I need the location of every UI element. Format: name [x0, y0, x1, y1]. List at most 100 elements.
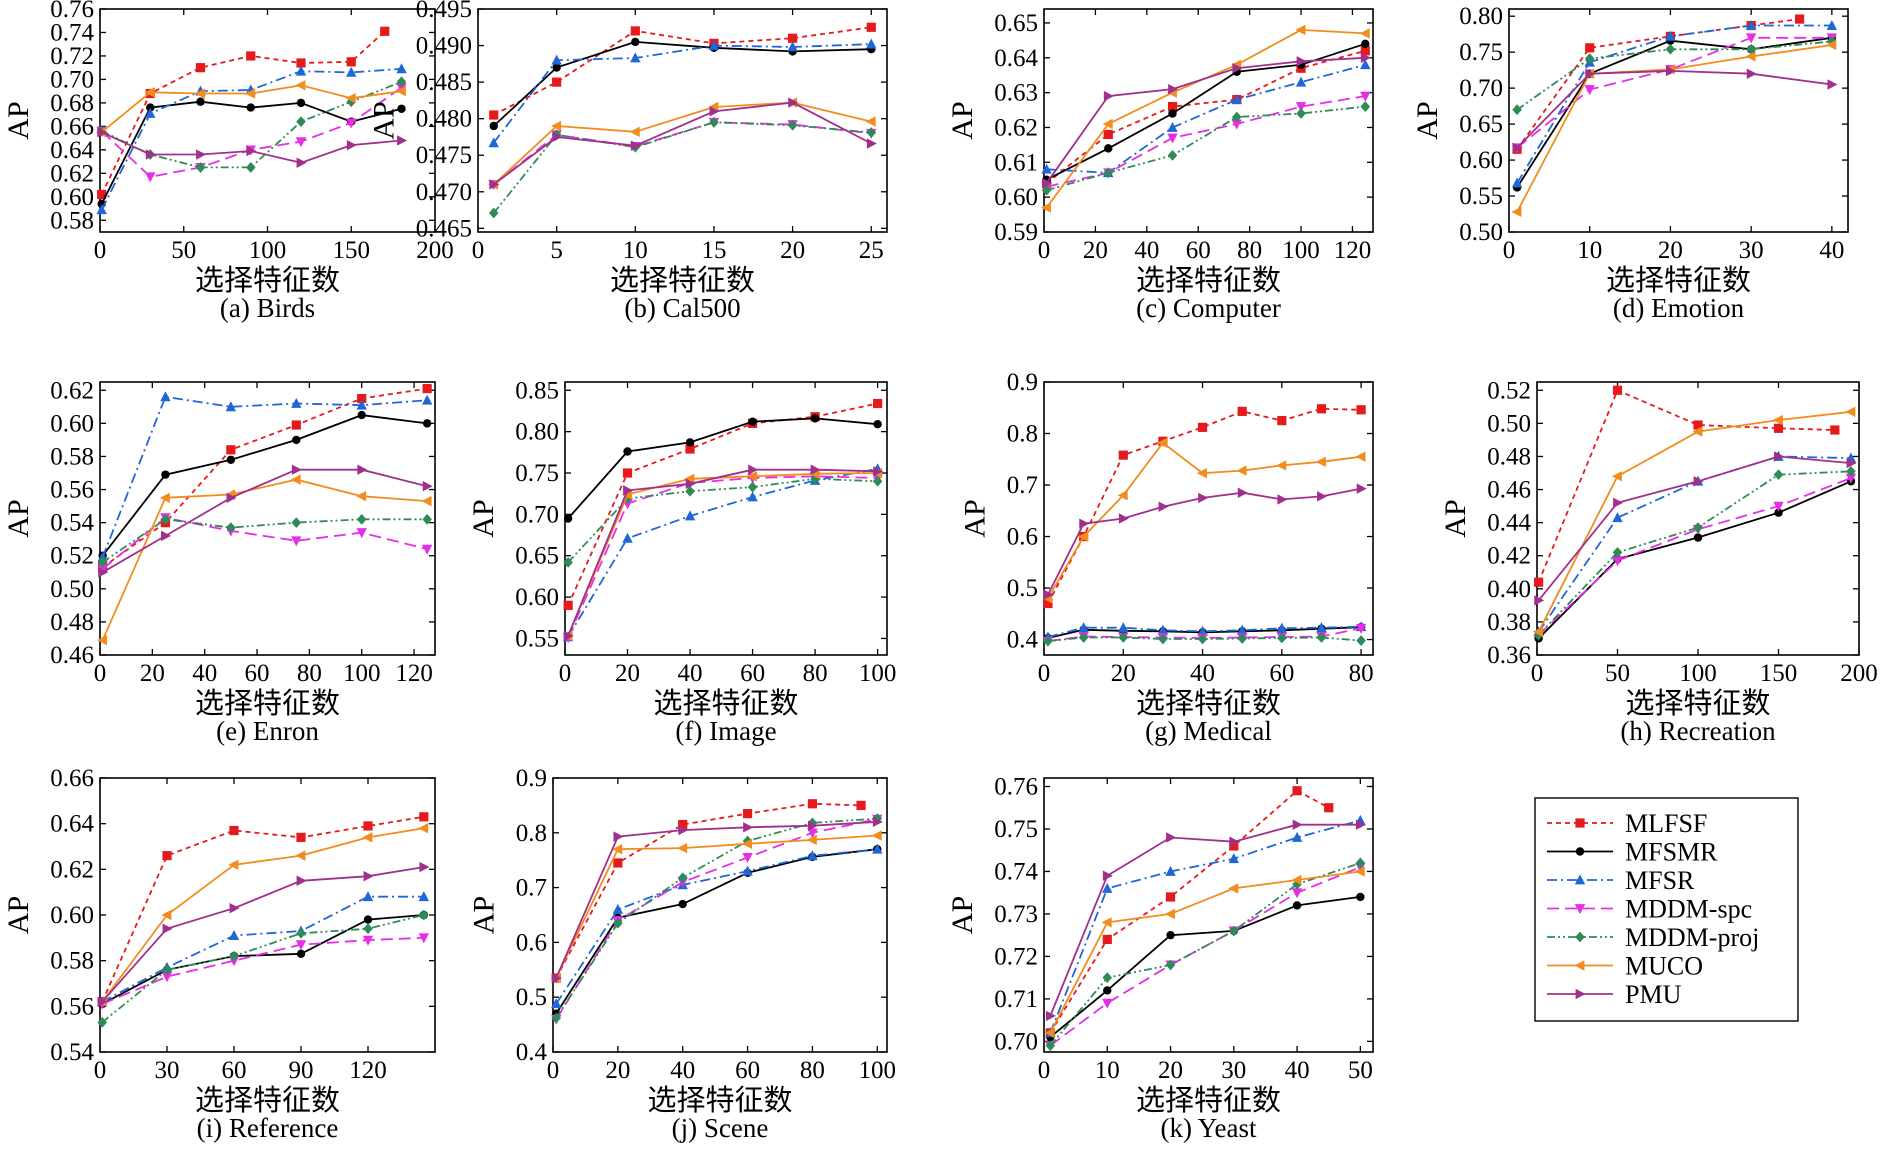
chart-panel-emotion: 0 10 20 30 40 0.50 0.55 0.60 0.65 0.70 0.75 0.80 选择特… [1411, 3, 1849, 323]
data-point-pmu [1168, 83, 1179, 95]
x-tick-label: 30 [155, 1057, 180, 1084]
data-point-muco [677, 842, 688, 854]
x-tick-label: 60 [735, 1057, 760, 1084]
data-point-mlfsf [1585, 43, 1595, 53]
x-tick-label: 80 [297, 660, 322, 687]
data-point-mddm-proj [1103, 167, 1114, 179]
x-tick-label: 100 [859, 1057, 897, 1084]
data-point-mfsr [1165, 865, 1176, 876]
x-axis-label: 选择特征数 [195, 687, 340, 720]
series-mddm-proj [97, 909, 429, 1028]
data-point-mddm-proj [97, 1016, 108, 1028]
data-point-mfsmr [357, 410, 366, 420]
data-point-pmu [1355, 819, 1366, 830]
data-point-mfsr [622, 532, 633, 543]
data-point-mfsmr [1356, 892, 1365, 902]
x-tick-label: 20 [1658, 237, 1683, 264]
y-tick-label: 0.470 [416, 179, 472, 206]
series-mlfsf [97, 26, 390, 200]
data-point-mddm-spc [1745, 33, 1757, 44]
x-axis-label: 选择特征数 [1136, 264, 1281, 297]
data-point-muco [1845, 406, 1856, 417]
y-tick-label: 0.60 [994, 184, 1038, 211]
data-point-mddm-spc [1167, 133, 1178, 144]
y-tick-label: 0.65 [994, 10, 1038, 37]
series-line-muco [1047, 441, 1362, 599]
y-tick-label: 0.72 [50, 43, 94, 70]
data-point-mfsmr [226, 455, 236, 464]
series-line-pmu [1047, 487, 1362, 596]
data-point-mddm-proj [1277, 632, 1287, 644]
data-point-mfsmr [563, 514, 573, 523]
series-line-mfsmr [493, 40, 872, 127]
data-point-muco [245, 88, 256, 99]
data-point-mddm-proj [396, 76, 407, 88]
x-tick-label: 100 [343, 660, 381, 687]
series-pmu [97, 861, 430, 1007]
series-pmu [1512, 65, 1838, 154]
legend-marker [1575, 988, 1586, 1000]
panel-caption: (k) Yeast [1160, 1113, 1257, 1143]
y-tick-label: 0.66 [50, 113, 94, 140]
y-tick-label: 0.5 [516, 984, 547, 1011]
series-mddm-proj [1045, 857, 1366, 1052]
data-point-mlfsf [1693, 420, 1703, 430]
data-point-muco [1040, 202, 1051, 213]
data-point-mfsr [1316, 622, 1327, 633]
data-point-mfsmr [631, 37, 640, 47]
data-point-mddm-proj [1296, 108, 1306, 119]
y-tick-label: 0.50 [1459, 219, 1503, 246]
data-point-pmu [1198, 492, 1209, 504]
series-mfsmr [489, 37, 876, 131]
x-tick-label: 0 [94, 237, 107, 264]
y-tick-label: 0.64 [50, 811, 94, 838]
series-mlfsf [1041, 46, 1370, 188]
y-tick-label: 0.70 [1459, 75, 1503, 102]
data-point-mfsmr [623, 447, 632, 456]
series-mfsmr [552, 845, 882, 1018]
chart-panel-computer: 0 20 40 60 80 100 120 0.59 0.60 0.61 0.62 0.63 0.64 0… [946, 8, 1374, 323]
data-point-mlfsf [807, 799, 818, 809]
x-tick-label: 10 [1095, 1057, 1120, 1084]
panel-caption: (h) Recreation [1620, 716, 1776, 746]
data-point-mddm-spc [1102, 998, 1113, 1009]
data-point-mfsr [1612, 512, 1623, 523]
y-tick-label: 0.70 [50, 66, 94, 93]
y-tick-label: 0.74 [994, 858, 1038, 885]
data-point-muco [1117, 490, 1128, 501]
data-point-mddm-spc [421, 544, 433, 555]
data-point-mddm-proj [1165, 959, 1176, 971]
series-mfsmr [1534, 477, 1856, 643]
data-point-mlfsf [229, 825, 239, 836]
data-point-mddm-proj [551, 1012, 562, 1024]
data-point-mlfsf [1197, 422, 1208, 432]
x-axis-label: 选择特征数 [610, 264, 755, 297]
series-line-mddm-spc [1516, 36, 1832, 149]
data-point-pmu [1512, 142, 1523, 154]
panel-caption: (f) Image [675, 716, 776, 746]
series-line-pmu [567, 468, 878, 637]
data-point-mlfsf [380, 26, 390, 36]
data-point-pmu [489, 179, 500, 190]
data-point-mlfsf [246, 51, 256, 61]
y-tick-label: 0.58 [50, 207, 94, 234]
data-point-pmu [1360, 52, 1371, 63]
data-point-mddm-spc [1612, 556, 1623, 567]
legend-entry-muco: MUCO [1547, 952, 1703, 981]
y-tick-label: 0.62 [994, 114, 1038, 141]
data-point-mfsr [747, 491, 758, 502]
data-point-mfsr [1157, 624, 1169, 635]
data-point-mddm-proj [866, 127, 877, 138]
x-tick-label: 120 [349, 1057, 387, 1084]
plot-frame [552, 777, 888, 1053]
data-point-mfsr [228, 929, 240, 940]
data-point-muco [1101, 917, 1112, 928]
series-mfsmr [1046, 892, 1365, 1042]
data-point-mddm-spc [295, 940, 307, 951]
data-point-mfsmr [1103, 986, 1112, 995]
data-point-mfsr [612, 903, 624, 914]
data-point-mfsr [551, 998, 562, 1009]
series-pmu [563, 464, 884, 642]
x-tick-label: 15 [701, 237, 726, 264]
x-tick-label: 20 [1111, 660, 1136, 687]
